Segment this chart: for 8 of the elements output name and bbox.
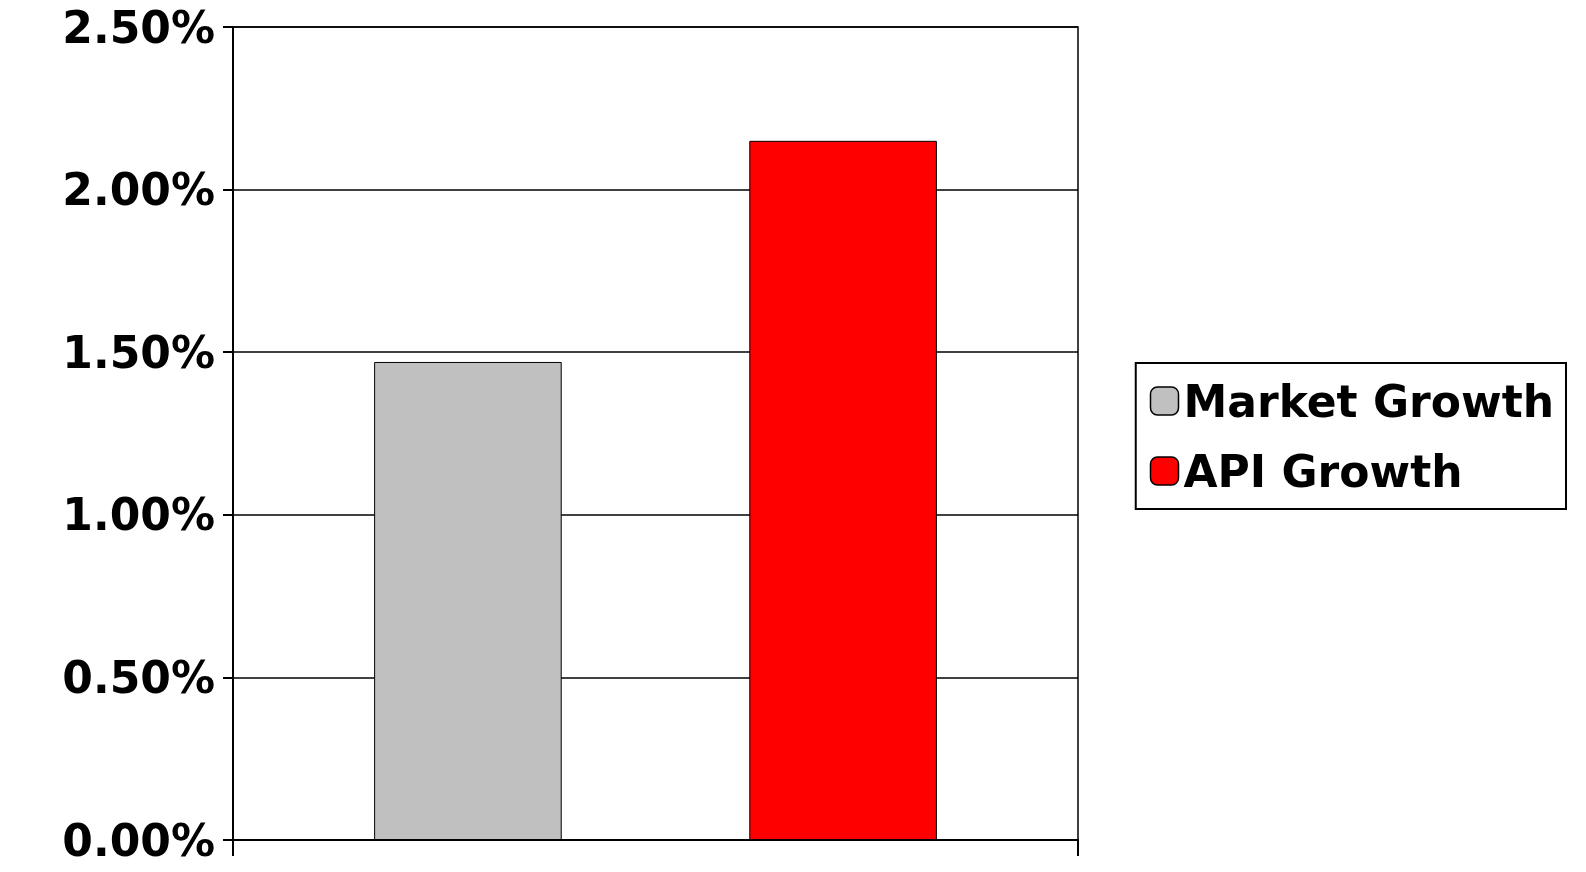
y-tick-label: 2.50% (62, 1, 215, 53)
legend-label: API Growth (1183, 445, 1463, 497)
legend-label: Market Growth (1183, 375, 1554, 427)
y-tick-label: 2.00% (62, 164, 215, 216)
y-tick-label: 0.50% (62, 651, 215, 703)
y-tick-label: 1.50% (62, 326, 215, 378)
y-tick-label: 0.00% (62, 814, 215, 866)
y-tick-label: 1.00% (62, 489, 215, 541)
